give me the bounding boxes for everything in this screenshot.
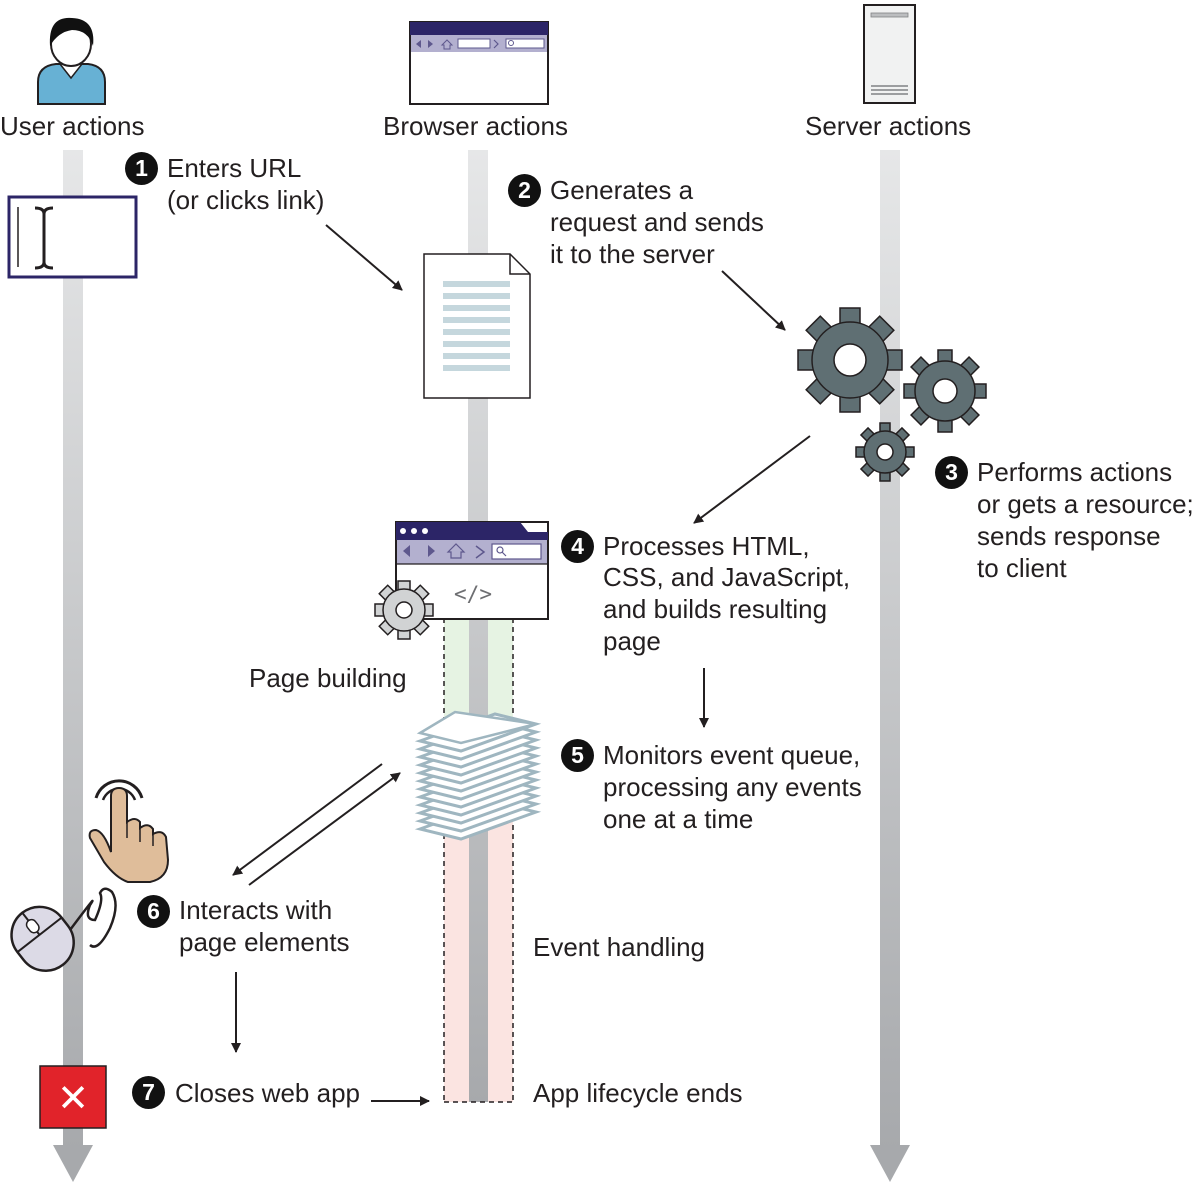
small-gear-icon xyxy=(374,580,434,640)
step-3-line-3: sends response xyxy=(977,521,1161,551)
step-4-line-2: CSS, and JavaScript, xyxy=(603,562,851,592)
step-1-badge: 1 xyxy=(125,152,158,185)
document-icon xyxy=(423,253,531,399)
step-3-badge: 3 xyxy=(935,456,968,489)
column-browser-heading: Browser actions xyxy=(383,111,568,141)
step-2-line-1: Generates a xyxy=(550,175,694,205)
step-2-line-2: request and sends xyxy=(550,207,764,237)
lifecycle-end-label: App lifecycle ends xyxy=(533,1078,743,1108)
step-6-line-2: page elements xyxy=(179,927,350,957)
pointing-hand-icon xyxy=(88,779,170,883)
step-3-line-4: to client xyxy=(977,553,1067,583)
step-7-line-1: Closes web app xyxy=(175,1078,360,1108)
mouse-icon xyxy=(10,887,117,972)
step-1-line-2: (or clicks link) xyxy=(167,185,325,215)
step-6-badge: 6 xyxy=(137,895,170,928)
code-glyph: </> xyxy=(454,582,492,606)
step-4-line-4: page xyxy=(603,626,661,656)
step-5-line-1: Monitors event queue, xyxy=(603,740,861,770)
arrow-response-to-browser xyxy=(693,435,811,524)
page-building-band xyxy=(444,618,513,728)
text-cursor-input-icon xyxy=(7,195,138,279)
arrow-url-to-document xyxy=(325,224,403,291)
step-1-line-1: Enters URL xyxy=(167,153,302,183)
close-glyph: ✕ xyxy=(57,1076,89,1120)
step-2-badge: 2 xyxy=(508,174,541,207)
step-4-badge: 4 xyxy=(561,530,594,563)
gears-icon xyxy=(797,307,987,482)
step-3-line-2: or gets a resource; xyxy=(977,489,1194,519)
server-timeline xyxy=(870,150,910,1182)
browser-window-icon xyxy=(409,21,549,105)
user-timeline xyxy=(53,150,93,1182)
arrow-request-to-server xyxy=(721,270,786,331)
step-5-badge: 5 xyxy=(561,739,594,772)
step-4-line-3: and builds resulting xyxy=(603,594,828,624)
step-4-line-1: Processes HTML, xyxy=(603,531,810,561)
flow-arrows xyxy=(231,224,811,1106)
event-handling-label: Event handling xyxy=(533,932,706,962)
user-avatar-icon xyxy=(37,17,106,105)
event-queue-stack-icon xyxy=(414,710,542,841)
step-7-badge: 7 xyxy=(132,1076,165,1109)
arrow-queue-to-user xyxy=(232,763,383,876)
column-server-heading: Server actions xyxy=(805,111,972,141)
step-2-line-3: it to the server xyxy=(550,239,715,269)
step-5-line-3: one at a time xyxy=(603,804,754,834)
server-tower-icon xyxy=(863,4,916,104)
lifecycle-bracket xyxy=(443,618,514,1103)
browser-code-window-icon: </> xyxy=(395,521,549,620)
column-user-heading: User actions xyxy=(0,111,145,141)
close-app-icon: ✕ xyxy=(39,1065,107,1129)
arrow-user-to-queue xyxy=(248,772,401,886)
event-handling-band xyxy=(444,800,513,1102)
step-3-line-1: Performs actions xyxy=(977,457,1173,487)
step-6-line-1: Interacts with xyxy=(179,895,333,925)
step-5-line-2: processing any events xyxy=(603,772,862,802)
page-building-label: Page building xyxy=(249,663,407,693)
